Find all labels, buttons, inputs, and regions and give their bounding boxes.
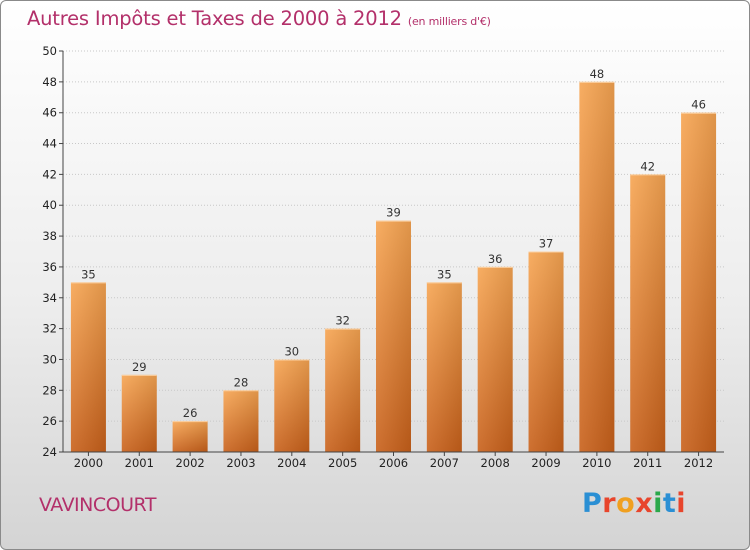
bar-shade-2007 <box>426 282 462 452</box>
logo-letter: P <box>582 488 603 519</box>
bar-shade-2003 <box>223 390 259 452</box>
x-tick-label-2008: 2008 <box>481 456 510 470</box>
x-tick-label-2001: 2001 <box>125 456 154 470</box>
data-label-2006: 39 <box>386 206 401 220</box>
bar-shade-2010 <box>579 81 615 452</box>
y-tick-label: 40 <box>42 198 57 212</box>
bar-shade-2011 <box>630 174 666 452</box>
bar-shade-2004 <box>274 359 310 452</box>
data-label-2004: 30 <box>284 344 299 358</box>
y-tick-label: 38 <box>42 229 57 243</box>
bar-shade-2012 <box>681 112 717 452</box>
data-label-2002: 26 <box>183 406 198 420</box>
logo-letter: o <box>616 488 636 519</box>
y-tick-label: 28 <box>42 383 57 397</box>
data-label-2001: 29 <box>132 360 147 374</box>
x-tick-label-2006: 2006 <box>379 456 408 470</box>
chart-subtitle: (en milliers d'€) <box>407 15 491 28</box>
data-label-2011: 42 <box>640 159 655 173</box>
logo-letter: i <box>653 488 663 519</box>
y-tick-label: 50 <box>42 44 57 58</box>
bar-shade-2006 <box>376 220 411 452</box>
x-tick-label-2010: 2010 <box>582 456 611 470</box>
x-tick-label-2012: 2012 <box>684 456 713 470</box>
x-tick-label-2007: 2007 <box>430 456 459 470</box>
y-tick-label: 32 <box>42 322 57 336</box>
y-tick-label: 24 <box>42 445 57 459</box>
data-label-2010: 48 <box>590 67 605 81</box>
data-label-2008: 36 <box>488 252 503 266</box>
bars: 35 29 26 28 30 32 39 35 36 37 48 42 46 <box>70 67 717 452</box>
bar-shade-2005 <box>325 328 361 452</box>
logo-letter: r <box>602 488 617 519</box>
data-label-2012: 46 <box>691 98 706 112</box>
place-name: VAVINCOURT <box>39 494 156 516</box>
data-label-2009: 37 <box>539 237 554 251</box>
y-tick-label: 44 <box>42 137 57 151</box>
x-tick-label-2005: 2005 <box>328 456 357 470</box>
x-tick-label-2011: 2011 <box>633 456 662 470</box>
chart-title: Autres Impôts et Taxes de 2000 à 2012 (en… <box>27 7 491 30</box>
y-tick-label: 42 <box>42 167 57 181</box>
y-tick-label: 26 <box>42 414 57 428</box>
y-tick-label: 46 <box>42 106 57 120</box>
logo-letter: i <box>676 488 687 519</box>
y-tick-label: 36 <box>42 260 57 274</box>
x-axis: 2000 2001 2002 2003 2004 2005 2006 2007 2008 2009… <box>63 451 724 470</box>
chart-title-text: Autres Impôts et Taxes de 2000 à 2012 <box>27 7 402 30</box>
bar-shade-2008 <box>477 266 513 452</box>
data-label-2003: 28 <box>234 375 249 389</box>
bar-shade-2002 <box>172 421 208 452</box>
x-tick-label-2000: 2000 <box>74 456 103 470</box>
bar-shade-2009 <box>528 251 564 452</box>
x-tick-label-2009: 2009 <box>531 456 560 470</box>
y-tick-label: 30 <box>42 352 57 366</box>
logo-letter: t <box>662 488 677 519</box>
data-label-2005: 32 <box>335 314 350 328</box>
proxiti-logo[interactable]: Proxiti <box>582 488 686 519</box>
x-tick-label-2002: 2002 <box>175 456 204 470</box>
y-axis: 24 26 28 30 32 34 36 38 40 42 44 46 48 50 <box>42 44 64 459</box>
y-tick-label: 34 <box>42 291 57 305</box>
y-tick-label: 48 <box>42 75 57 89</box>
x-tick-label-2003: 2003 <box>226 456 255 470</box>
data-label-2000: 35 <box>81 267 96 281</box>
bar-shade-2001 <box>121 374 157 452</box>
logo-letter: x <box>635 488 654 519</box>
x-tick-label-2004: 2004 <box>277 456 306 470</box>
data-label-2007: 35 <box>437 267 452 281</box>
bar-shade-2000 <box>70 282 106 452</box>
